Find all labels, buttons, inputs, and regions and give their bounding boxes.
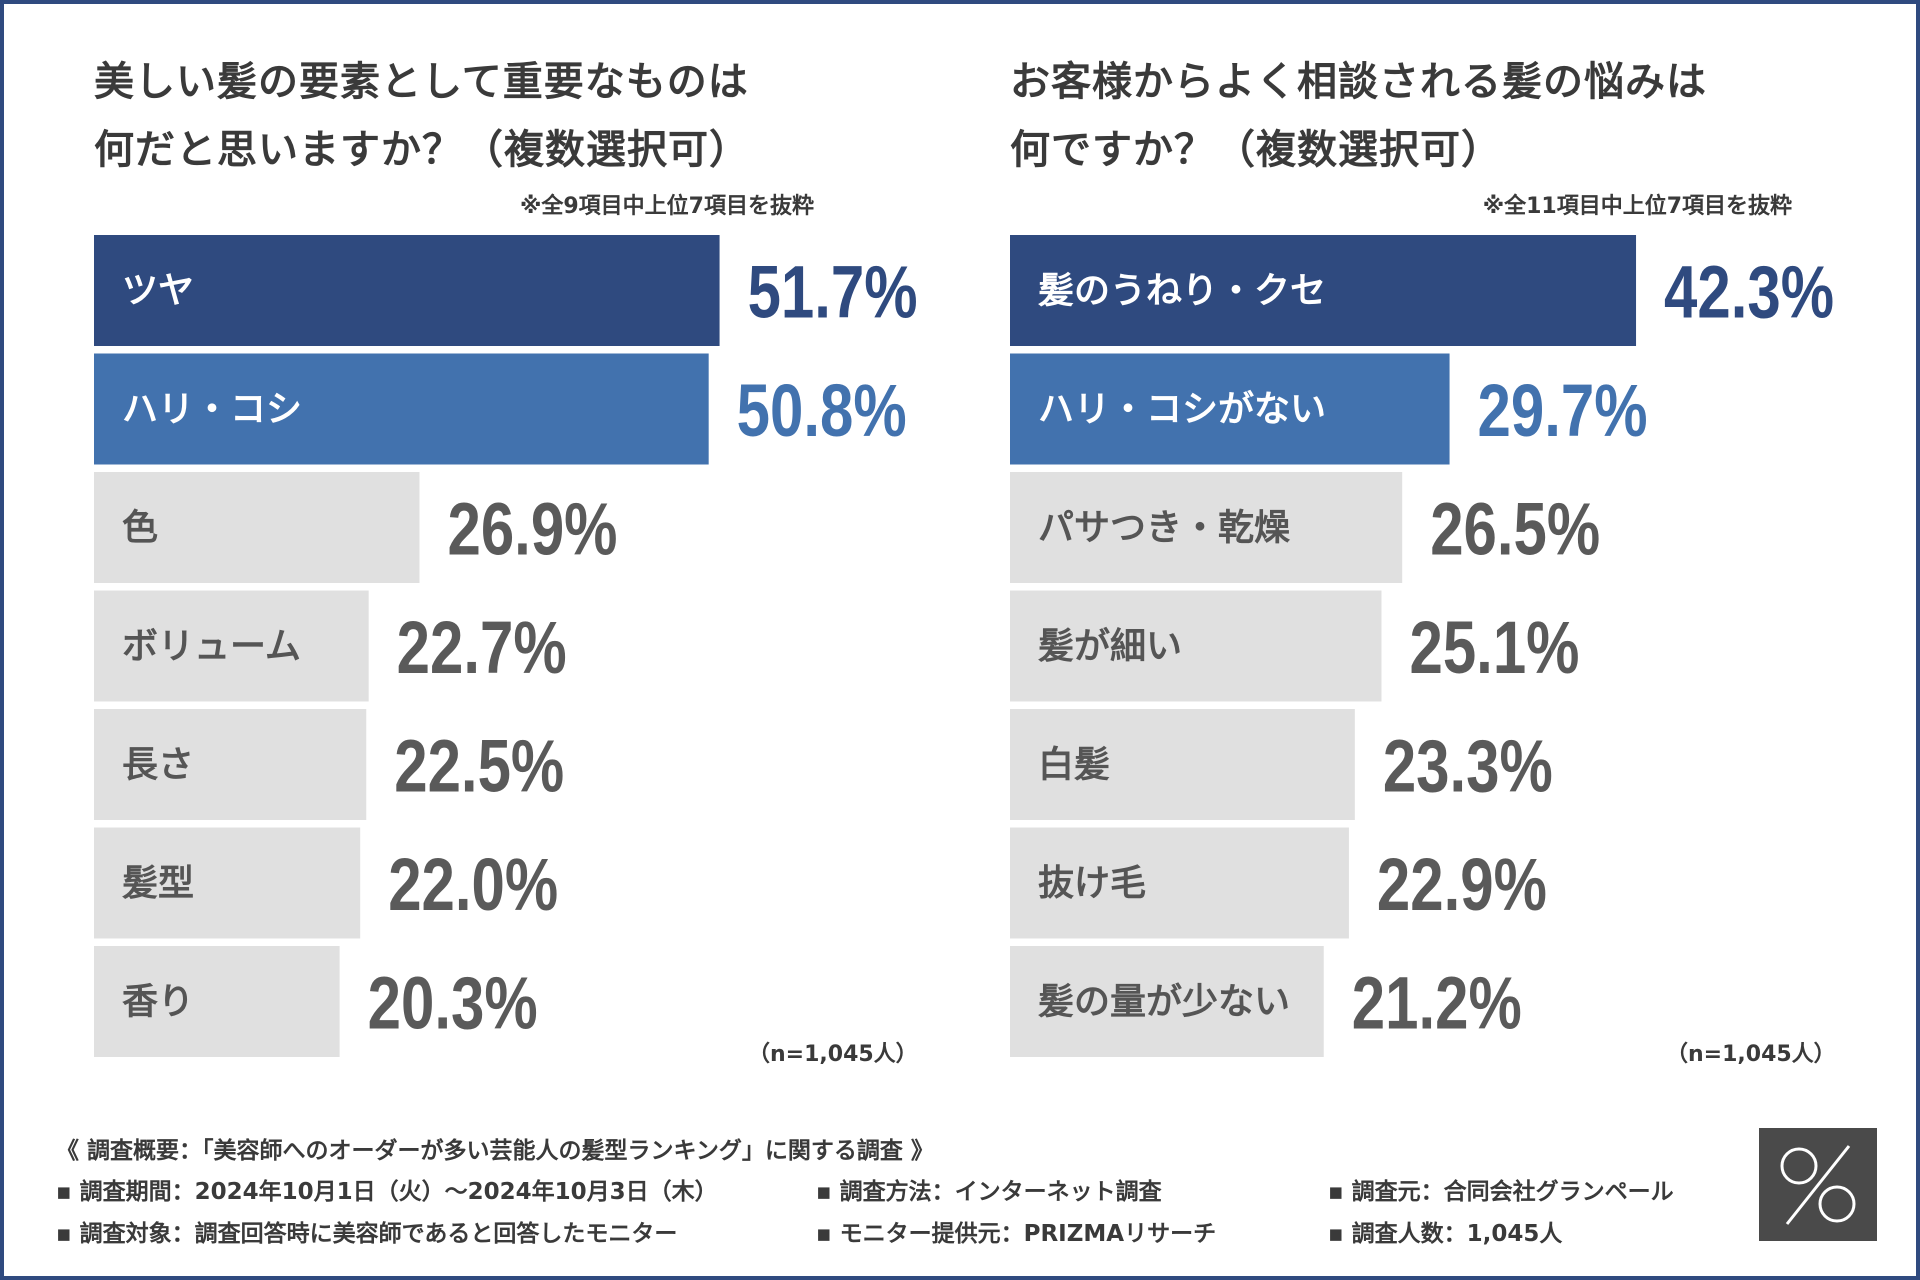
- left-value-label-7: 20.3%: [368, 962, 538, 1045]
- left-value-label-6: 22.0%: [388, 843, 558, 926]
- right-value-label-7: 21.2%: [1352, 962, 1522, 1045]
- right-bar-1: [1010, 235, 1637, 346]
- left-bar-4: [94, 590, 369, 702]
- left-sample-size: （n=1,045人）: [748, 1042, 918, 1067]
- survey-panel-provider: ▪ モニター提供元：PRIZMAリサーチ: [816, 1221, 1217, 1247]
- right-category-label-1: 髪のうねり・クセ: [1038, 271, 1326, 312]
- left-bar-7: [94, 946, 340, 1057]
- left-bar-6: [94, 827, 361, 939]
- left-title-line1: 美しい髪の要素として重要なものは: [94, 59, 749, 105]
- left-title-line2: 何だと思いますか？（複数選択可）: [94, 127, 750, 173]
- right-value-label-1: 42.3%: [1664, 251, 1834, 334]
- right-value-label-6: 22.9%: [1377, 843, 1547, 926]
- survey-source: ▪ 調査元：合同会社グランペール: [1328, 1179, 1674, 1205]
- right-bar-chart: 髪のうねり・クセ 42.3% ハリ・コシがない 29.7% パサつき・乾燥 26.5% 髪が…: [1010, 235, 1834, 1057]
- left-category-label-5: 長さ: [122, 745, 194, 786]
- left-category-label-4: ボリューム: [122, 626, 301, 667]
- right-category-label-3: パサつき・乾燥: [1038, 508, 1291, 549]
- left-value-label-4: 22.7%: [397, 606, 567, 689]
- right-bar-4: [1010, 590, 1382, 702]
- left-category-label-3: 色: [122, 508, 158, 549]
- survey-method: ▪ 調査方法：インターネット調査: [816, 1179, 1162, 1205]
- right-value-label-4: 25.1%: [1409, 606, 1579, 689]
- left-value-label-5: 22.5%: [394, 725, 564, 808]
- survey-period: ▪ 調査期間：2024年10月1日（火）〜2024年10月3日（木）: [56, 1179, 718, 1205]
- right-bar-2: [1010, 353, 1450, 465]
- survey-sample-count: ▪ 調査人数：1,045人: [1328, 1221, 1563, 1247]
- right-category-label-6: 抜け毛: [1038, 863, 1146, 904]
- right-chart-note: ※全11項目中上位7項目を抜粋: [1482, 194, 1792, 219]
- right-bar-3: [1010, 472, 1403, 583]
- right-category-label-5: 白髪: [1038, 745, 1110, 786]
- right-title-line2: 何ですか？（複数選択可）: [1010, 127, 1502, 173]
- left-category-label-2: ハリ・コシ: [122, 389, 302, 430]
- left-bar-3: [94, 472, 420, 583]
- left-category-label-6: 髪型: [122, 863, 194, 904]
- right-value-label-3: 26.5%: [1430, 488, 1600, 571]
- left-bar-1: [94, 235, 720, 346]
- left-value-label-2: 50.8%: [737, 369, 907, 452]
- survey-heading: 《 調査概要：「美容師へのオーダーが多い芸能人の髪型ランキング」に関する調査 》: [56, 1138, 934, 1164]
- right-bar-7: [1010, 946, 1324, 1057]
- left-bar-2: [94, 353, 709, 465]
- left-value-label-1: 51.7%: [748, 251, 918, 334]
- right-category-label-4: 髪が細い: [1038, 626, 1182, 667]
- right-sample-size: （n=1,045人）: [1666, 1042, 1836, 1067]
- right-bar-6: [1010, 827, 1349, 939]
- left-chart-title: 美しい髪の要素として重要なものは 何だと思いますか？（複数選択可）: [94, 48, 750, 184]
- right-chart-title: お客様からよく相談される髪の悩みは 何ですか？（複数選択可）: [1010, 48, 1707, 184]
- right-value-label-2: 29.7%: [1478, 369, 1648, 452]
- left-bar-5: [94, 709, 367, 820]
- right-bar-5: [1010, 709, 1355, 820]
- left-category-label-1: ツヤ: [122, 271, 194, 312]
- right-category-label-7: 髪の量が少ない: [1038, 982, 1290, 1023]
- right-category-label-2: ハリ・コシがない: [1038, 389, 1326, 430]
- left-value-label-3: 26.9%: [447, 488, 617, 571]
- left-chart-note: ※全9項目中上位7項目を抜粋: [519, 194, 814, 219]
- left-bar-chart: ツヤ 51.7% ハリ・コシ 50.8% 色 26.9% ボリューム 22.7% 長さ 22.5%…: [94, 235, 918, 1057]
- left-category-label-7: 香り: [122, 982, 194, 1023]
- survey-target: ▪ 調査対象：調査回答時に美容師であると回答したモニター: [56, 1221, 678, 1247]
- percent-logo-icon: [1759, 1128, 1877, 1241]
- right-title-line1: お客様からよく相談される髪の悩みは: [1010, 59, 1707, 105]
- right-value-label-5: 23.3%: [1383, 725, 1553, 808]
